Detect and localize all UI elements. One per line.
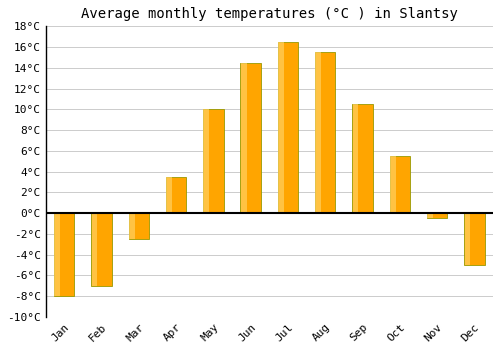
Bar [278, 42, 298, 213]
Bar [278, 42, 284, 213]
Bar [464, 213, 484, 265]
Bar [352, 104, 373, 213]
Bar [316, 52, 321, 213]
Bar [92, 213, 98, 286]
Bar [91, 213, 112, 286]
Bar [427, 213, 433, 218]
Bar [204, 109, 209, 213]
Bar [166, 177, 186, 213]
Bar [203, 109, 224, 213]
Bar [427, 213, 448, 218]
Bar [241, 63, 246, 213]
Bar [390, 156, 410, 213]
Bar [390, 156, 396, 213]
Bar [166, 177, 172, 213]
Bar [128, 213, 149, 239]
Bar [240, 63, 261, 213]
Bar [464, 213, 470, 265]
Bar [54, 213, 74, 296]
Title: Average monthly temperatures (°C ) in Slantsy: Average monthly temperatures (°C ) in Sl… [81, 7, 458, 21]
Bar [315, 52, 336, 213]
Bar [54, 213, 60, 296]
Bar [352, 104, 358, 213]
Bar [129, 213, 134, 239]
